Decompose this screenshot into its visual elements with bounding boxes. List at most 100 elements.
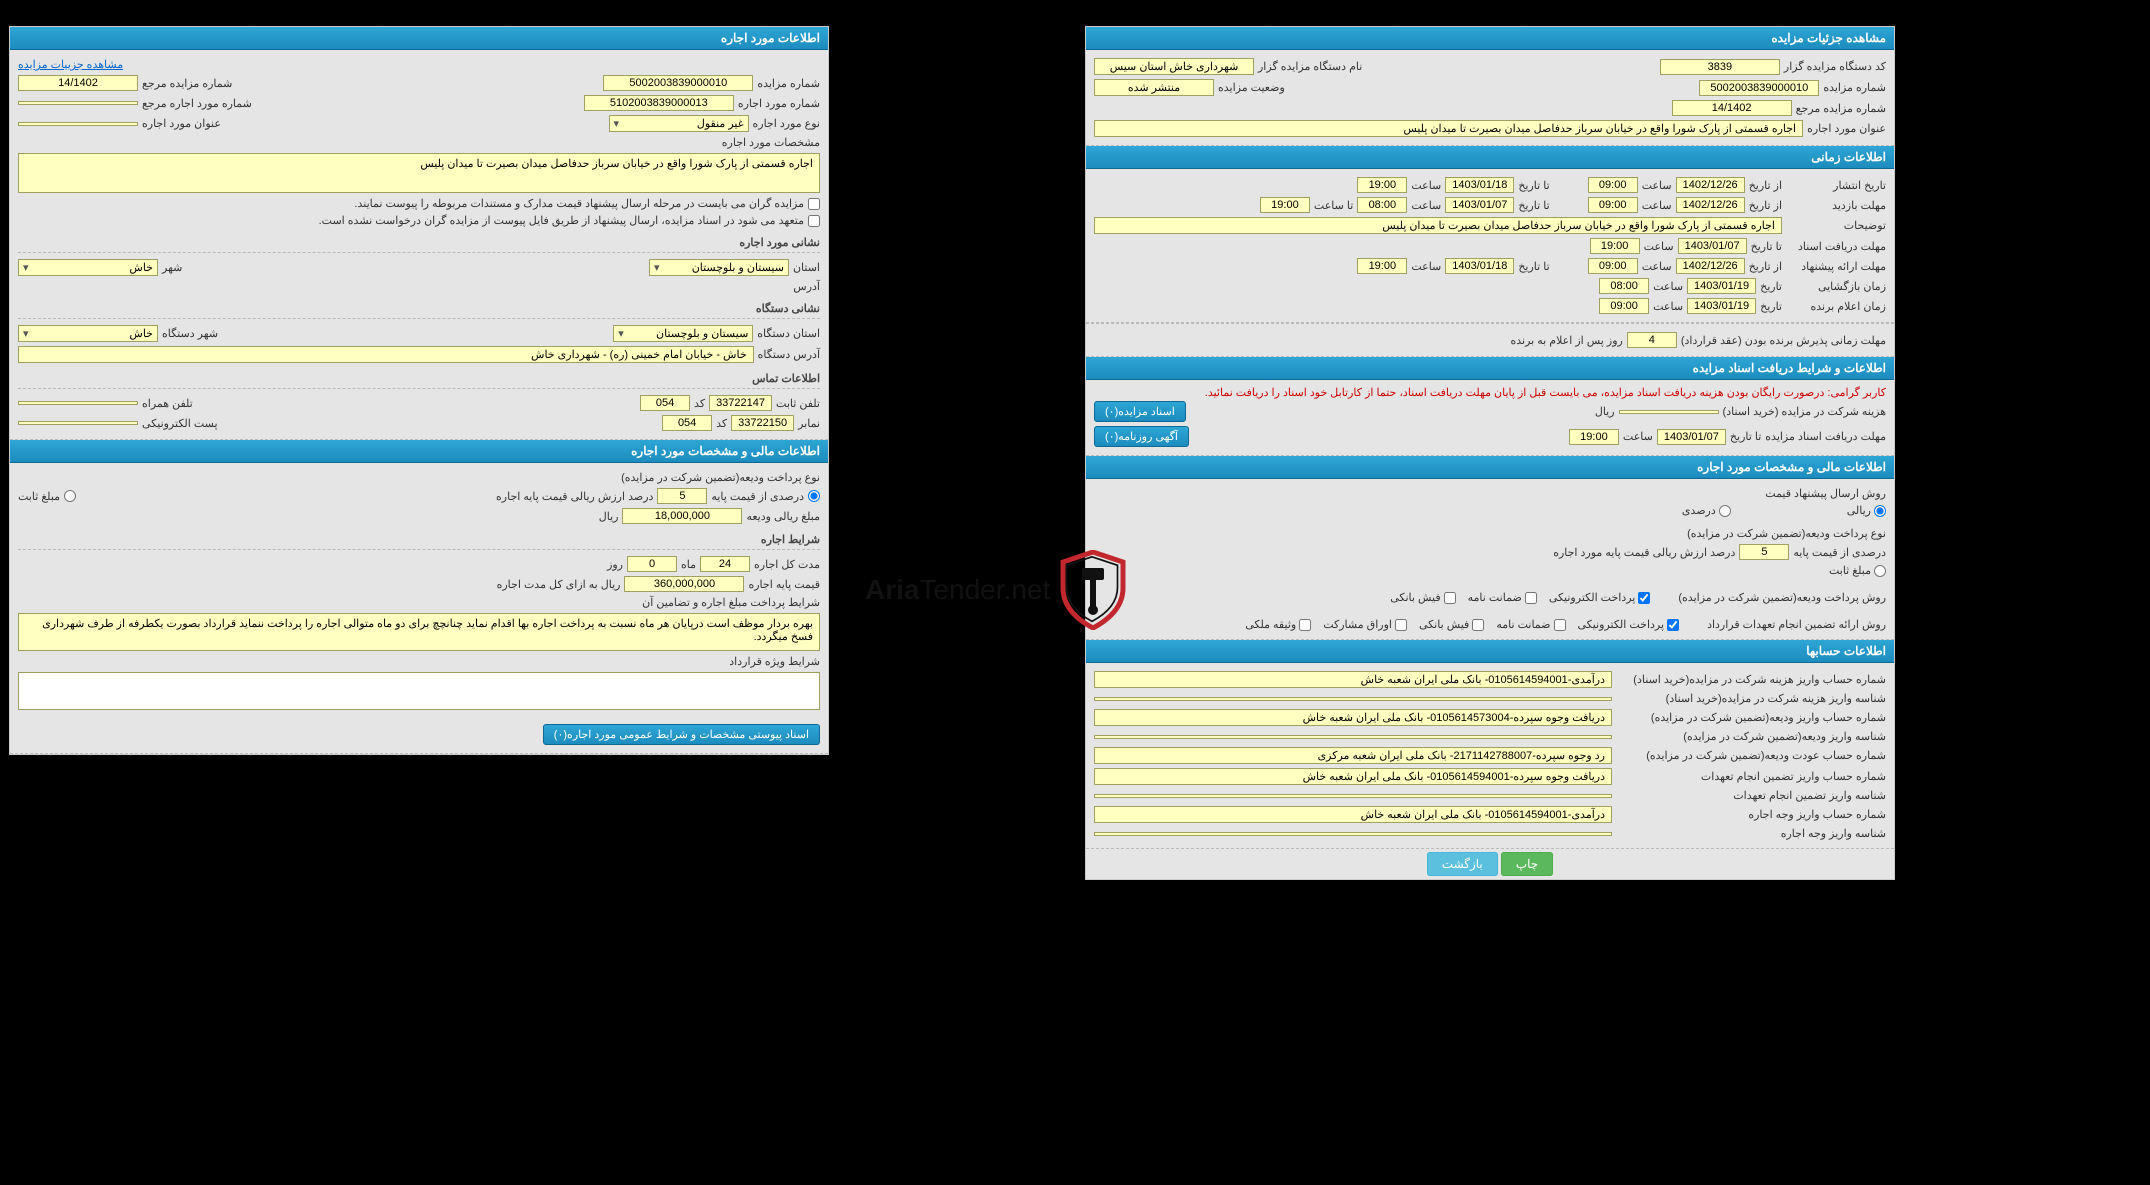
acc1-label: شماره حساب واریز هزینه شرکت در مزایده(خر… (1616, 673, 1886, 686)
depamt-label: مبلغ ریالی ودیعه (746, 510, 820, 523)
aucno-field-l: 5002003839000010 (603, 75, 753, 91)
docdead-date: 1403/01/07 (1657, 429, 1726, 445)
chk-fish[interactable] (1444, 592, 1456, 604)
visit-from-date: 1402/12/26 (1676, 197, 1745, 213)
method-label: روش ارسال پیشنهاد قیمت (1765, 487, 1886, 500)
acc2-label: شماره حساب واریز ودیعه(تضمین شرکت در مزا… (1616, 711, 1886, 724)
newspaper-button[interactable]: آگهی روزنامه(۰) (1094, 426, 1189, 447)
rentref-label: شماره مورد اجاره مرجع (142, 97, 252, 110)
status-label: وضعیت مزایده (1218, 81, 1285, 94)
acc2-field: دریافت وجوه سپرده-0105614573004- بانک مل… (1094, 709, 1612, 726)
type-select[interactable]: غیر منقول (609, 115, 749, 132)
opt-pct: درصدی (1682, 504, 1716, 517)
chk-zaman[interactable] (1525, 592, 1537, 604)
ostan-label: استان (793, 261, 820, 274)
time-label-9: ساعت (1653, 300, 1683, 313)
acc-body: شماره حساب واریز هزینه شرکت در مزایده(خر… (1086, 663, 1894, 849)
chk-fish2[interactable] (1472, 619, 1484, 631)
rentno-field: 5102003839000013 (584, 95, 734, 111)
depamt-field: 18,000,000 (622, 508, 742, 524)
refno-field-l: 14/1402 (18, 75, 138, 91)
acc2s-field (1094, 735, 1612, 739)
docrec-to-time: 19:00 (1590, 238, 1640, 254)
base-label: قیمت پایه اجاره (748, 578, 820, 591)
rial-label-l: ریال (599, 510, 619, 523)
mob-label: تلفن همراه (142, 397, 193, 410)
lbl-fish2: فیش بانکی (1419, 618, 1469, 631)
desc-label: توضیحات (1786, 219, 1886, 232)
fin-body-l: نوع پرداخت ودیعه(تضمین شرکت در مزایده) د… (10, 463, 828, 754)
ostan-select[interactable]: سیستان و بلوچستان (649, 259, 789, 276)
pct-suffix-l: درصد ارزش ریالی قیمت پایه اجاره (496, 490, 653, 503)
acc5-label: شماره حساب واریز وجه اجاره (1616, 808, 1886, 821)
to-label-4: تا تاریخ (1518, 260, 1549, 273)
lbl-vasighe: وثیقه ملکی (1245, 618, 1296, 631)
doc-warning: کاربر گرامی: درصورت رایگان بودن هزینه در… (1094, 386, 1886, 399)
radio-fixed-r[interactable] (1874, 565, 1886, 577)
name-label: نام دستگاه مزایده گزار (1258, 60, 1362, 73)
special-textarea[interactable] (18, 672, 820, 710)
from-label-2: از تاریخ (1749, 199, 1782, 212)
acc4s-field (1094, 794, 1612, 798)
chk-elec2[interactable] (1667, 619, 1679, 631)
fee-field (1619, 410, 1719, 414)
auction-no-field: 5002003839000010 (1699, 80, 1819, 96)
cond-textarea[interactable]: بهره بردار موظف است درپایان هر ماه نسبت … (18, 613, 820, 651)
fax-label: نمابر (798, 417, 820, 430)
radio-pct[interactable] (1719, 505, 1731, 517)
docs-button[interactable]: اسناد مزایده(۰) (1094, 401, 1186, 422)
logo-text: AriaTender.net (865, 574, 1050, 606)
chk-vasighe[interactable] (1299, 619, 1311, 631)
fixed-label-l: مبلغ ثابت (18, 490, 60, 503)
chk-oragh[interactable] (1395, 619, 1407, 631)
time-label-8: ساعت (1653, 280, 1683, 293)
back-button[interactable]: بازگشت (1427, 852, 1498, 876)
win-date: 1403/01/19 (1687, 298, 1756, 314)
chk-note1[interactable] (808, 198, 820, 210)
offer-from-time: 09:00 (1588, 258, 1638, 274)
docrec-to-date: 1403/01/07 (1678, 238, 1747, 254)
title-label: عنوان مورد اجاره (142, 117, 221, 130)
deadline-suffix: روز پس از اعلام به برنده (1510, 334, 1622, 347)
devshahr-select[interactable]: خاش (18, 325, 158, 342)
shahr-select[interactable]: خاش (18, 259, 158, 276)
subhead-terms: شرایط اجاره (18, 530, 820, 550)
acc5s-field (1094, 832, 1612, 836)
acc1s-field (1094, 697, 1612, 701)
radio-rial[interactable] (1874, 505, 1886, 517)
acc4-label: شماره حساب واریز تضمین انجام تعهدات (1616, 770, 1886, 783)
lbl-fish: فیش بانکی (1390, 591, 1440, 604)
dur-day-suffix: روز (607, 558, 623, 571)
devostan-select[interactable]: سیستان و بلوچستان (613, 325, 753, 342)
desc-field: اجاره قسمتی از پارک شورا واقع در خیابان … (1094, 217, 1782, 234)
chk-zaman2[interactable] (1554, 619, 1566, 631)
chk-elec[interactable] (1638, 592, 1650, 604)
watermark-logo: AriaTender.net (865, 550, 1128, 630)
rent-info-panel: اطلاعات مورد اجاره مشاهده جزییات مزایده … (9, 26, 829, 755)
devaddr-label: آدرس دستگاه (758, 348, 820, 361)
fax-code-label: کد (716, 417, 727, 430)
section-header-rent: اطلاعات مورد اجاره (10, 27, 828, 50)
to-label-5: تا تاریخ (1730, 430, 1761, 443)
attachments-button[interactable]: اسناد پیوستی مشخصات و شرایط عمومی مورد ا… (543, 724, 820, 745)
type-label: نوع مورد اجاره (753, 117, 821, 130)
time-body: تاریخ انتشار از تاریخ 1402/12/26 ساعت 09… (1086, 169, 1894, 323)
deadline-body: مهلت زمانی پذیرش برنده بودن (عقد قرارداد… (1086, 323, 1894, 357)
radio-pct-l[interactable] (808, 490, 820, 502)
spec-textarea[interactable]: اجاره قسمتی از پارک شورا واقع در خیابان … (18, 153, 820, 193)
radio-fixed-l[interactable] (64, 490, 76, 502)
open-date: 1403/01/19 (1687, 278, 1756, 294)
pub-from-date: 1402/12/26 (1676, 177, 1745, 193)
pct-label-r: درصدی از قیمت پایه (1793, 546, 1886, 559)
time-label-3: ساعت (1642, 199, 1672, 212)
win-time: 09:00 (1599, 298, 1649, 314)
acc5s-label: شناسه واریز وجه اجاره (1616, 827, 1886, 840)
email-label: پست الکترونیکی (142, 417, 218, 430)
view-details-link[interactable]: مشاهده جزییات مزایده (18, 58, 123, 71)
print-button[interactable]: چاپ (1501, 852, 1553, 876)
chk-note2[interactable] (808, 215, 820, 227)
addr-label: آدرس (793, 280, 820, 293)
guar-label: روش ارائه تضمین انجام تعهدات قرارداد (1707, 618, 1886, 631)
devaddr-field: خاش - خیابان امام خمینی (ره) - شهرداری خ… (18, 346, 754, 363)
pub-to-time: 19:00 (1357, 177, 1407, 193)
